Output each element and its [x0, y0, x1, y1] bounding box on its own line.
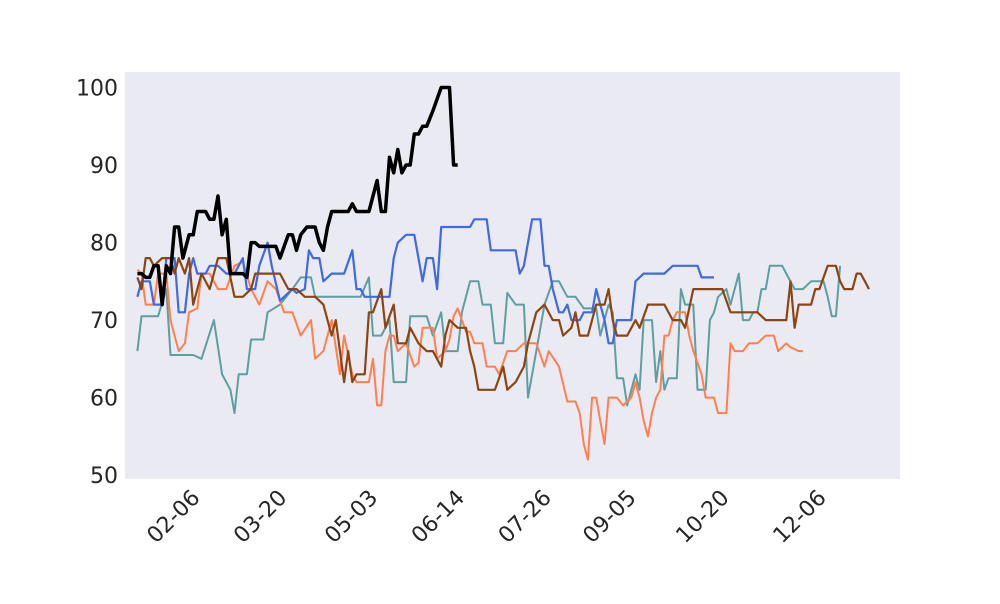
x-tick-label: 12-06 — [769, 486, 832, 549]
series-line-3 — [136, 218, 714, 345]
x-tick-label: 07-26 — [494, 486, 557, 549]
series-line-4 — [136, 257, 870, 391]
y-tick-label: 70 — [90, 309, 118, 334]
y-tick-label: 80 — [90, 232, 118, 257]
x-tick-label: 02-06 — [143, 486, 206, 549]
y-axis: 50 60 70 80 90 100 — [76, 77, 118, 490]
x-tick-label: 09-05 — [579, 486, 642, 549]
y-tick-label: 50 — [90, 464, 118, 489]
series-line-2 — [136, 260, 803, 461]
x-tick-label: 05-03 — [320, 486, 383, 549]
plot-area-background — [125, 72, 900, 479]
x-axis: 02-06 03-20 05-03 06-14 07-26 09-05 10-20 12-06 — [143, 486, 832, 549]
x-tick-label: 03-20 — [229, 486, 292, 549]
series-layer — [136, 85, 870, 461]
x-tick-label: 10-20 — [672, 486, 735, 549]
series-line-5 — [137, 85, 458, 307]
series-line-1 — [136, 264, 842, 415]
x-tick-label: 06-14 — [407, 486, 470, 549]
y-tick-label: 90 — [90, 154, 118, 179]
y-tick-label: 100 — [76, 77, 118, 102]
y-tick-label: 60 — [90, 387, 118, 412]
